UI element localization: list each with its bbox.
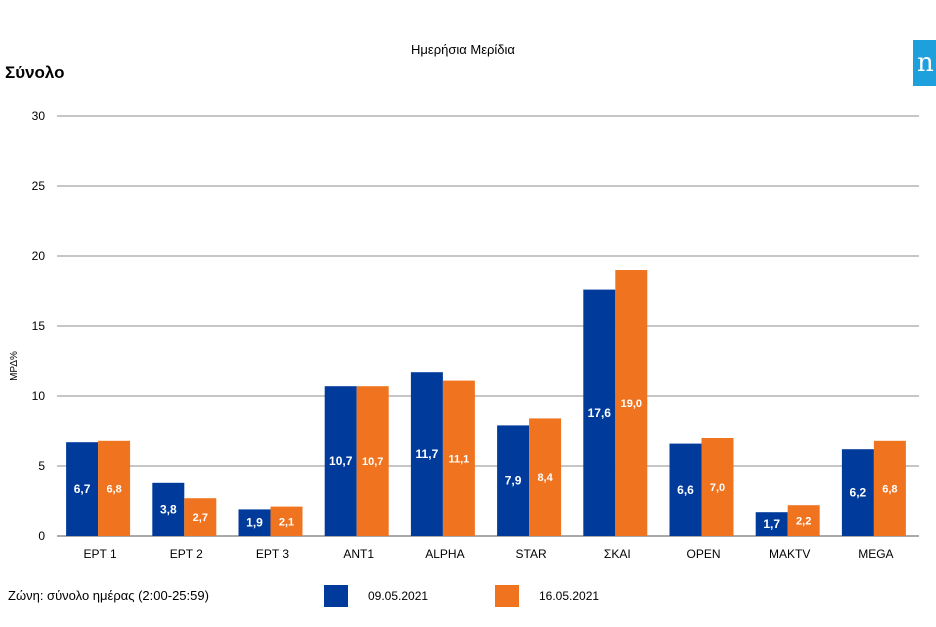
y-tick-label: 0 [38, 529, 45, 543]
bar [669, 443, 702, 536]
legend-item-series-1: 09.05.2021 [324, 585, 428, 607]
bar [184, 498, 217, 536]
y-tick-label: 25 [32, 179, 46, 193]
legend-label-series-1: 09.05.2021 [368, 589, 429, 603]
data-label: 2,2 [796, 516, 811, 528]
data-label: 11,7 [416, 447, 439, 461]
data-label: 6,7 [74, 482, 91, 496]
data-label: 6,6 [677, 483, 694, 497]
data-label: 7,0 [710, 482, 725, 494]
legend-label-series-2: 16.05.2021 [539, 589, 600, 603]
brand-logo-icon: n [913, 40, 936, 86]
brand-logo-letter: n [917, 48, 934, 78]
bar [583, 289, 616, 536]
y-tick-label: 15 [32, 319, 46, 333]
y-axis-label: ΜΡΔ% [9, 351, 20, 381]
x-tick-label: ΜΑΚΤV [769, 547, 810, 561]
data-label: 6,2 [850, 486, 867, 500]
x-tick-label: STAR [516, 547, 547, 561]
y-tick-label: 30 [32, 109, 46, 123]
bar [238, 509, 271, 536]
y-tick-label: 5 [38, 459, 45, 473]
data-label: 6,8 [882, 483, 897, 495]
data-label: 10,7 [362, 456, 383, 468]
legend-swatch-series-1 [324, 585, 348, 607]
x-tick-label: ΣΚΑΙ [604, 547, 631, 561]
bar [497, 425, 530, 536]
y-tick-label: 10 [32, 389, 46, 403]
data-label: 17,6 [588, 406, 612, 420]
x-tick-label: ΕΡΤ 3 [256, 547, 289, 561]
bar [152, 482, 185, 536]
x-tick-label: ALPHA [425, 547, 464, 561]
x-tick-label: ΕΡΤ 2 [170, 547, 203, 561]
data-label: 11,1 [448, 453, 469, 465]
section-title: Σύνολο [5, 63, 65, 82]
bar [615, 270, 648, 536]
data-label: 8,4 [537, 472, 553, 484]
bar [66, 442, 99, 536]
data-label: 1,9 [246, 516, 263, 530]
bar [873, 440, 906, 536]
bar [98, 440, 131, 536]
x-tick-label: OPEN [686, 547, 720, 561]
data-label: 1,7 [763, 517, 780, 531]
bar [841, 449, 874, 536]
x-tick-label: ΕΡΤ 1 [84, 547, 117, 561]
x-tick-label: ANT1 [343, 547, 374, 561]
bar [410, 372, 443, 536]
data-label: 10,7 [329, 454, 353, 468]
bar [529, 418, 562, 536]
data-label: 2,7 [193, 512, 208, 524]
chart-title: Ημερήσια Μερίδια [411, 42, 515, 57]
bar [270, 506, 303, 536]
y-tick-label: 20 [32, 249, 46, 263]
x-tick-label: MEGA [858, 547, 893, 561]
legend-swatch-series-2 [495, 585, 519, 607]
bar [356, 386, 389, 536]
data-label: 3,8 [160, 502, 177, 516]
data-label: 7,9 [505, 474, 522, 488]
bar [442, 380, 475, 536]
data-label: 19,0 [621, 398, 642, 410]
legend-item-series-2: 16.05.2021 [495, 585, 599, 607]
bar [787, 505, 820, 536]
data-label: 2,1 [279, 516, 294, 528]
time-zone-note: Ζώνη: σύνολο ημέρας (2:00-25:59) [8, 588, 209, 603]
bar [755, 512, 788, 536]
bar [701, 438, 734, 536]
data-label: 6,8 [106, 483, 121, 495]
bar [324, 386, 357, 536]
bar-chart: 0 5 10 15 20 25 30 ΜΡΔ% 6,7 6,8 ΕΡΤ 1 3,8 2,7 ΕΡΤ 2 1,… [9, 109, 919, 561]
